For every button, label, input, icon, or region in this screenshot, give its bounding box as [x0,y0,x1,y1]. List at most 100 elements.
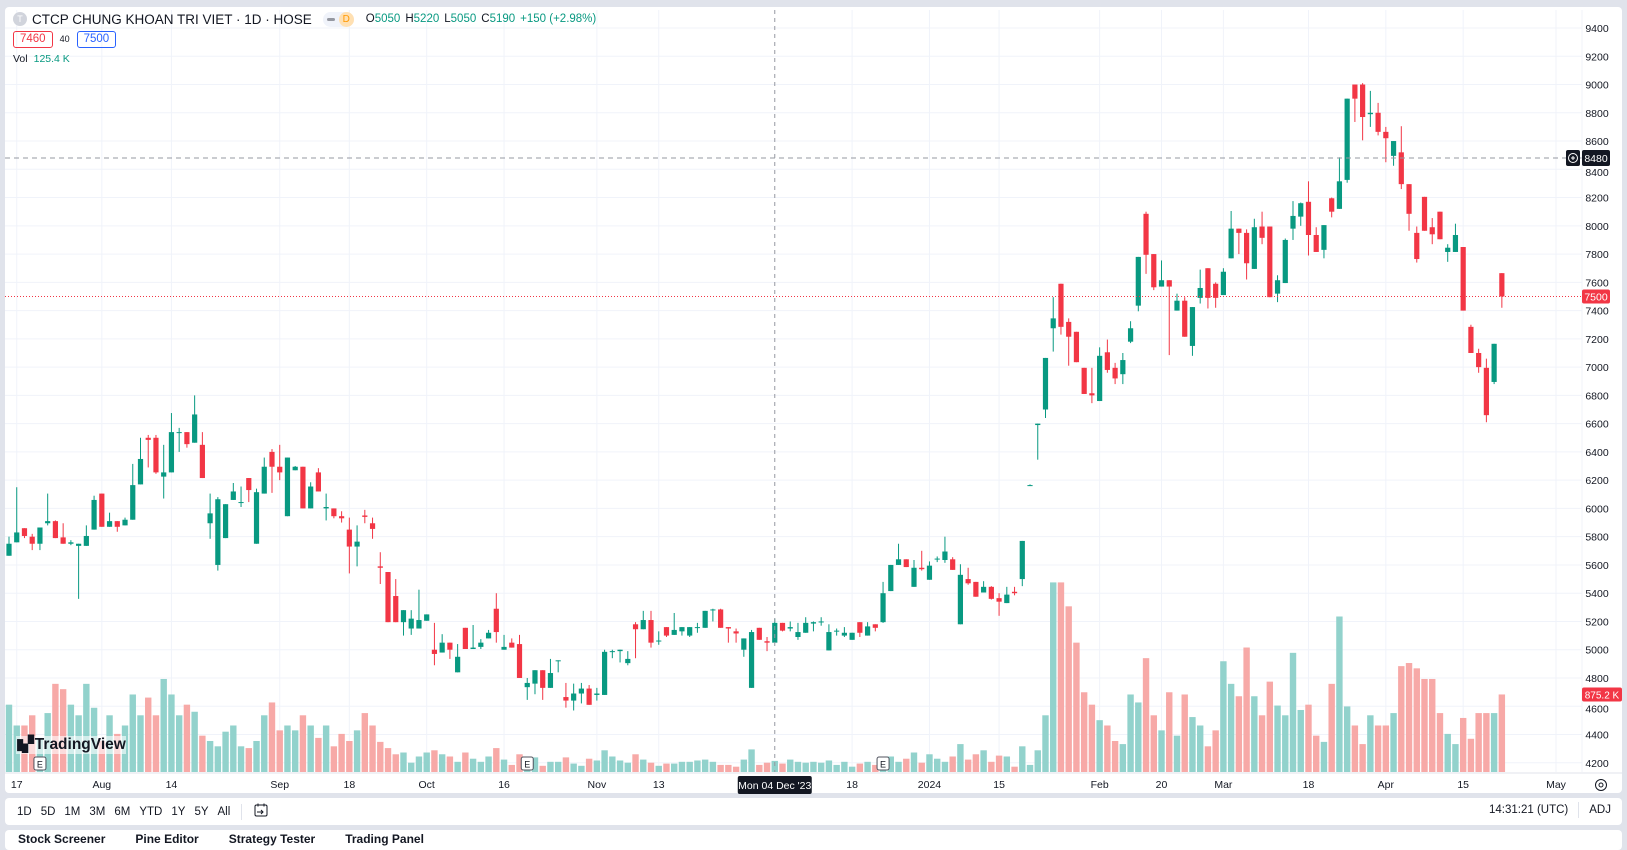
candle[interactable] [215,497,221,571]
candle[interactable] [99,493,105,527]
candle[interactable] [478,639,484,650]
candle[interactable] [803,617,809,633]
candle[interactable] [230,482,236,500]
candle[interactable] [76,543,82,599]
candle[interactable] [1421,196,1428,231]
candle[interactable] [911,559,917,587]
candle[interactable] [1290,201,1296,240]
candle[interactable] [810,621,817,632]
candle[interactable] [540,670,546,700]
candle[interactable] [1429,218,1435,245]
candlestick-chart[interactable]: E E E 9400 9200 9000 8800 8600 8400 8200 8000 7800 7… [0,0,1627,798]
candle[interactable] [563,682,569,708]
candle[interactable] [1476,348,1482,373]
candle[interactable] [872,624,878,632]
candle[interactable] [300,466,306,509]
candle[interactable] [632,622,639,659]
candle[interactable] [238,486,244,508]
candle[interactable] [601,649,608,695]
candle[interactable] [1414,226,1420,263]
price-axis[interactable]: 9400 9200 9000 8800 8600 8400 8200 8000 7800 7600… [1585,23,1609,770]
candle[interactable] [617,649,623,663]
candle[interactable] [292,466,298,471]
candle[interactable] [1259,211,1265,245]
range-1y[interactable]: 1Y [171,805,186,818]
candle[interactable] [246,478,252,503]
candle[interactable] [145,434,151,468]
candle[interactable] [1182,297,1188,337]
symbol-title[interactable]: CTCP CHUNG KHOAN TRI VIET · 1D · HOSE [32,11,312,27]
sell-button[interactable]: 7460 [13,30,53,48]
candle[interactable] [501,634,507,650]
candle[interactable] [1174,293,1180,311]
candle[interactable] [315,468,321,492]
candle[interactable] [1468,324,1474,353]
candle[interactable] [748,629,755,688]
candle[interactable] [462,627,468,650]
candle[interactable] [787,621,793,632]
candle[interactable] [1151,254,1157,291]
candle[interactable] [1282,238,1288,284]
candle[interactable] [447,642,453,659]
candle[interactable] [1205,268,1211,309]
candle[interactable] [184,432,190,448]
candle[interactable] [1081,367,1087,394]
candle[interactable] [1127,321,1134,344]
candle[interactable] [1073,331,1080,363]
candle[interactable] [6,536,12,556]
candle[interactable] [408,610,414,635]
candle[interactable] [1344,98,1350,183]
candle[interactable] [362,509,368,524]
candle[interactable] [772,618,778,643]
candle[interactable] [965,567,971,585]
time-axis[interactable]: 17 Aug 14 Sep 18 Oct 16 Nov 13 18 2024 15 Feb 20 Mar 18… [11,779,1567,791]
range-5y[interactable]: 5Y [194,805,209,818]
candle[interactable] [14,487,20,543]
candle[interactable] [21,528,28,539]
candle[interactable] [455,644,461,673]
candle[interactable] [1066,318,1072,366]
candle[interactable] [1035,423,1041,460]
candle[interactable] [52,520,59,539]
candle[interactable] [1004,586,1010,604]
candle[interactable] [339,511,345,523]
candle[interactable] [671,612,677,635]
candle[interactable] [346,517,352,574]
go-to-date-icon[interactable] [253,802,269,821]
candle[interactable] [1406,184,1412,231]
volume-legend[interactable]: Vol 125.4 K [13,52,70,66]
range-5d[interactable]: 5D [40,805,56,818]
candle[interactable] [524,677,530,700]
candle[interactable] [277,444,283,481]
market-status-pill[interactable]: D [322,11,354,27]
candle[interactable] [516,634,523,678]
candle[interactable] [687,627,693,638]
candle[interactable] [942,536,948,563]
candle[interactable] [957,564,964,625]
candle[interactable] [950,557,956,570]
candle[interactable] [779,622,786,632]
candle[interactable] [1390,141,1397,166]
candle[interactable] [864,622,871,636]
candle[interactable] [1042,357,1049,418]
candle[interactable] [176,427,182,452]
candle[interactable] [253,488,260,544]
candle[interactable] [400,610,407,636]
candle[interactable] [354,525,360,567]
candle[interactable] [609,649,615,659]
candle[interactable] [648,610,654,648]
candle[interactable] [1143,211,1149,274]
candle[interactable] [756,627,762,640]
candle[interactable] [1491,343,1497,385]
candle[interactable] [857,622,863,638]
candle[interactable] [29,533,35,551]
candle[interactable] [1097,347,1103,402]
candle[interactable] [725,627,731,643]
candle[interactable] [1120,352,1126,385]
candle[interactable] [1197,269,1203,304]
range-1m[interactable]: 1M [64,805,81,818]
candle[interactable] [841,627,847,638]
candle[interactable] [493,593,499,643]
candle[interactable] [284,457,291,517]
candle[interactable] [1499,273,1505,308]
